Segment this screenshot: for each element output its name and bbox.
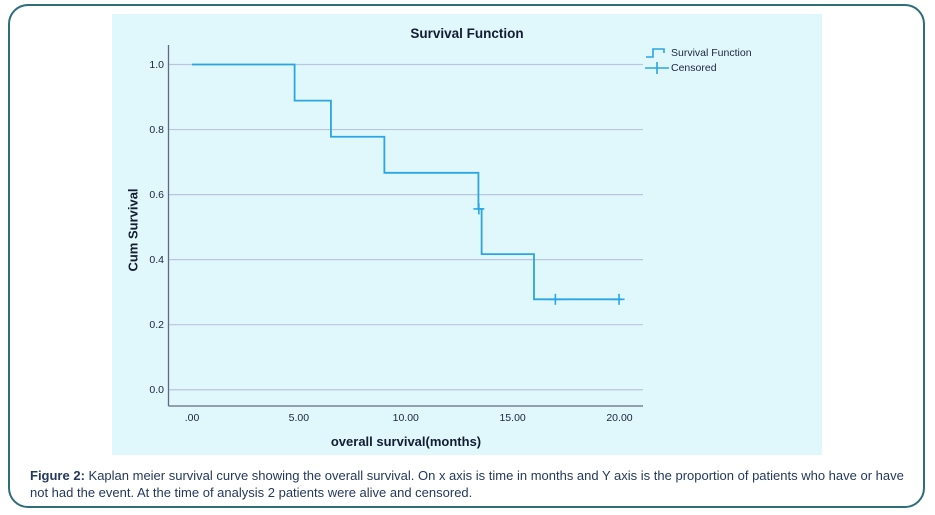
x-tick-label: 20.00 (606, 412, 633, 424)
figure-caption: Figure 2: Kaplan meier survival curve sh… (30, 467, 910, 501)
chart-title: Survival Function (410, 26, 524, 41)
y-tick-label: 0.4 (149, 253, 164, 266)
chart-background (112, 14, 822, 455)
y-tick-label: 0.6 (149, 188, 164, 201)
legend: Survival Function Censored (645, 45, 752, 75)
x-tick-label: 5.00 (288, 412, 310, 424)
figure-caption-text: Kaplan meier survival curve showing the … (30, 468, 904, 500)
legend-label: Survival Function (671, 46, 752, 59)
figure-caption-label: Figure 2: (30, 468, 85, 483)
x-tick-label: 15.00 (499, 412, 526, 424)
legend-entry-censored: Censored (645, 60, 752, 75)
y-tick-label: 0.2 (149, 318, 164, 331)
y-tick-label: 1.0 (149, 58, 164, 71)
survival-curve (192, 63, 622, 301)
x-tick-label: .00 (184, 412, 200, 424)
plus-marker-icon (645, 61, 669, 74)
x-tick-label: 10.00 (392, 412, 419, 424)
y-tick-label: 0.8 (149, 123, 164, 136)
y-tick-label: 0.0 (149, 383, 164, 396)
step-line-icon (646, 47, 665, 58)
x-axis-title: overall survival(months) (330, 434, 482, 449)
legend-entry-survival-function: Survival Function (645, 45, 752, 60)
legend-label: Censored (671, 61, 717, 74)
